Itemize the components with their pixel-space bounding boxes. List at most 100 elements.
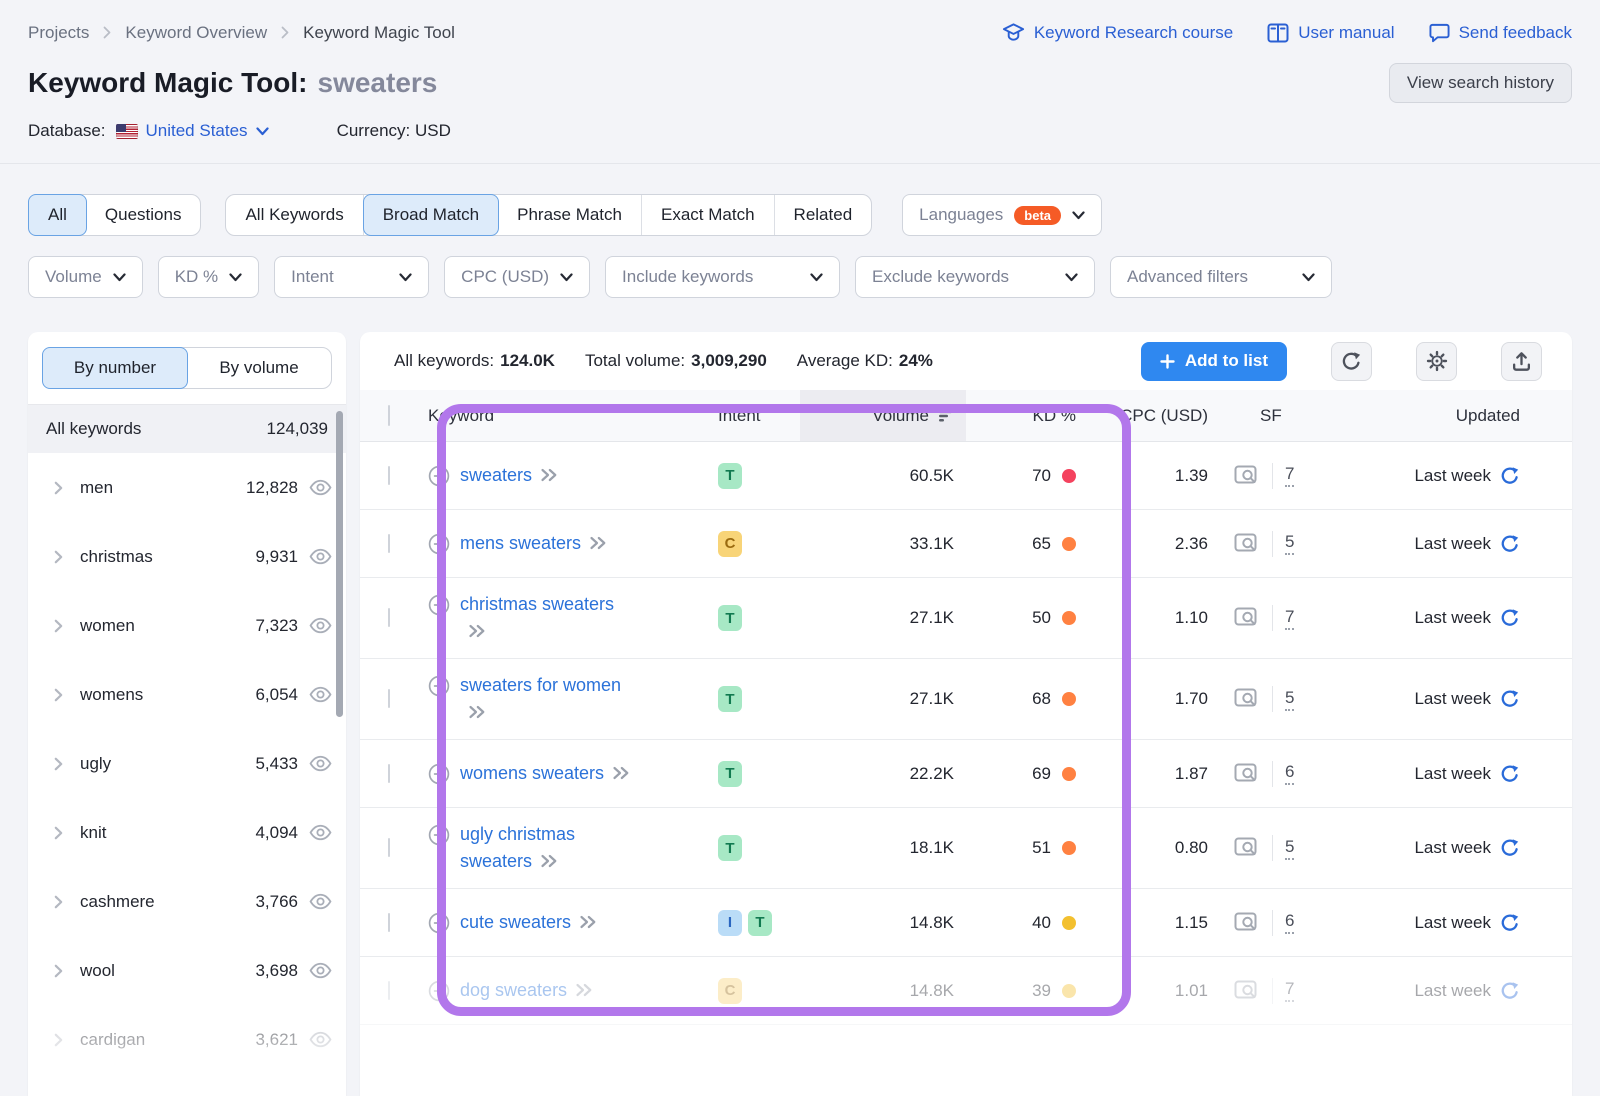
refresh-row-icon[interactable] bbox=[1500, 838, 1520, 858]
keyword-link[interactable]: dog sweaters bbox=[460, 980, 568, 1000]
expand-keyword-icon[interactable] bbox=[589, 536, 607, 550]
serp-features-icon[interactable] bbox=[1234, 763, 1260, 785]
keyword-link[interactable]: christmas sweaters bbox=[460, 594, 615, 614]
keyword-research-course-link[interactable]: Keyword Research course bbox=[1002, 22, 1233, 43]
sf-count[interactable]: 7 bbox=[1285, 464, 1295, 487]
tab-all-keywords[interactable]: All Keywords bbox=[226, 195, 364, 235]
eye-icon[interactable] bbox=[309, 686, 332, 703]
refresh-row-icon[interactable] bbox=[1500, 981, 1520, 1001]
tab-broad-match[interactable]: Broad Match bbox=[362, 194, 500, 236]
group-row-men[interactable]: men 12,828 bbox=[28, 453, 346, 522]
chevron-right-icon[interactable] bbox=[54, 895, 63, 909]
serp-features-icon[interactable] bbox=[1234, 688, 1260, 710]
eye-icon[interactable] bbox=[309, 1031, 332, 1048]
eye-icon[interactable] bbox=[309, 893, 332, 910]
chevron-right-icon[interactable] bbox=[54, 1033, 63, 1047]
serp-features-icon[interactable] bbox=[1234, 980, 1260, 1002]
eye-icon[interactable] bbox=[309, 479, 332, 496]
eye-icon[interactable] bbox=[309, 617, 332, 634]
eye-icon[interactable] bbox=[309, 962, 332, 979]
breadcrumb-projects[interactable]: Projects bbox=[28, 22, 90, 42]
refresh-table-button[interactable] bbox=[1331, 341, 1372, 381]
tab-all[interactable]: All bbox=[28, 194, 87, 236]
sort-by-volume-tab[interactable]: By volume bbox=[219, 358, 299, 377]
refresh-row-icon[interactable] bbox=[1500, 466, 1520, 486]
row-checkbox[interactable] bbox=[388, 533, 390, 553]
refresh-row-icon[interactable] bbox=[1500, 689, 1520, 709]
sf-count[interactable]: 5 bbox=[1285, 532, 1295, 555]
row-checkbox[interactable] bbox=[388, 763, 390, 783]
sf-count[interactable]: 6 bbox=[1285, 762, 1295, 785]
row-checkbox[interactable] bbox=[388, 608, 390, 627]
view-search-history-button[interactable]: View search history bbox=[1388, 63, 1572, 103]
row-checkbox[interactable] bbox=[388, 465, 390, 485]
expand-keyword-icon[interactable] bbox=[575, 983, 593, 997]
column-header-volume[interactable]: Volume bbox=[800, 390, 966, 441]
eye-icon[interactable] bbox=[309, 548, 332, 565]
eye-icon[interactable] bbox=[309, 755, 332, 772]
group-row-christmas[interactable]: christmas 9,931 bbox=[28, 522, 346, 591]
refresh-row-icon[interactable] bbox=[1500, 764, 1520, 784]
sort-by-number-tab[interactable]: By number bbox=[42, 347, 188, 389]
tab-questions[interactable]: Questions bbox=[104, 205, 182, 224]
chevron-right-icon[interactable] bbox=[54, 757, 63, 771]
add-keyword-icon[interactable] bbox=[428, 912, 450, 934]
keyword-link[interactable]: womens sweaters bbox=[460, 763, 605, 783]
chevron-right-icon[interactable] bbox=[54, 550, 63, 564]
keyword-link[interactable]: cute sweaters bbox=[460, 912, 572, 932]
sf-count[interactable]: 6 bbox=[1285, 911, 1295, 934]
add-keyword-icon[interactable] bbox=[428, 594, 450, 616]
database-selector[interactable]: United States bbox=[115, 121, 269, 141]
chevron-right-icon[interactable] bbox=[54, 619, 63, 633]
keyword-link[interactable]: ugly christmas sweaters bbox=[460, 824, 576, 871]
group-row-womens[interactable]: womens 6,054 bbox=[28, 660, 346, 729]
column-header-updated[interactable]: Updated bbox=[1455, 405, 1520, 425]
tab-related[interactable]: Related bbox=[793, 205, 853, 224]
keyword-link[interactable]: sweaters for women bbox=[460, 675, 622, 695]
keyword-link[interactable]: mens sweaters bbox=[460, 533, 582, 553]
tab-exact-match[interactable]: Exact Match bbox=[642, 195, 775, 235]
add-keyword-icon[interactable] bbox=[428, 465, 450, 487]
cpc-filter-dropdown[interactable]: CPC (USD) bbox=[444, 256, 591, 298]
chevron-right-icon[interactable] bbox=[54, 688, 63, 702]
expand-keyword-icon[interactable] bbox=[468, 624, 486, 638]
add-to-list-button[interactable]: Add to list bbox=[1140, 341, 1287, 381]
serp-features-icon[interactable] bbox=[1234, 837, 1260, 859]
expand-keyword-icon[interactable] bbox=[579, 915, 597, 929]
expand-keyword-icon[interactable] bbox=[540, 468, 558, 482]
column-header-sf[interactable]: SF bbox=[1260, 405, 1282, 425]
add-keyword-icon[interactable] bbox=[428, 763, 450, 785]
row-checkbox[interactable] bbox=[388, 838, 390, 857]
export-icon-button[interactable] bbox=[1501, 341, 1542, 381]
select-all-checkbox[interactable] bbox=[388, 404, 390, 426]
refresh-row-icon[interactable] bbox=[1500, 608, 1520, 628]
languages-dropdown[interactable]: Languages beta bbox=[902, 194, 1103, 236]
sf-count[interactable]: 7 bbox=[1285, 607, 1295, 630]
tab-phrase-match[interactable]: Phrase Match bbox=[498, 195, 642, 235]
add-keyword-icon[interactable] bbox=[428, 533, 450, 555]
sf-count[interactable]: 5 bbox=[1285, 837, 1295, 860]
chevron-right-icon[interactable] bbox=[54, 826, 63, 840]
row-checkbox[interactable] bbox=[388, 912, 390, 932]
chevron-right-icon[interactable] bbox=[54, 964, 63, 978]
group-row-cashmere[interactable]: cashmere 3,766 bbox=[28, 867, 346, 936]
advanced-filters-dropdown[interactable]: Advanced filters bbox=[1110, 256, 1333, 298]
add-keyword-icon[interactable] bbox=[428, 980, 450, 1002]
intent-filter-dropdown[interactable]: Intent bbox=[274, 256, 430, 298]
sidebar-scrollbar[interactable] bbox=[336, 411, 343, 717]
kd-filter-dropdown[interactable]: KD % bbox=[157, 256, 260, 298]
serp-features-icon[interactable] bbox=[1234, 607, 1260, 629]
eye-icon[interactable] bbox=[309, 824, 332, 841]
add-keyword-icon[interactable] bbox=[428, 675, 450, 697]
refresh-row-icon[interactable] bbox=[1500, 913, 1520, 933]
exclude-keywords-dropdown[interactable]: Exclude keywords bbox=[855, 256, 1096, 298]
group-row-ugly[interactable]: ugly 5,433 bbox=[28, 729, 346, 798]
group-row-knit[interactable]: knit 4,094 bbox=[28, 798, 346, 867]
breadcrumb-keyword-overview[interactable]: Keyword Overview bbox=[125, 22, 268, 42]
expand-keyword-icon[interactable] bbox=[612, 766, 630, 780]
keyword-link[interactable]: sweaters bbox=[460, 465, 533, 485]
serp-features-icon[interactable] bbox=[1234, 465, 1260, 487]
send-feedback-link[interactable]: Send feedback bbox=[1429, 23, 1572, 43]
expand-keyword-icon[interactable] bbox=[468, 705, 486, 719]
group-row-women[interactable]: women 7,323 bbox=[28, 591, 346, 660]
